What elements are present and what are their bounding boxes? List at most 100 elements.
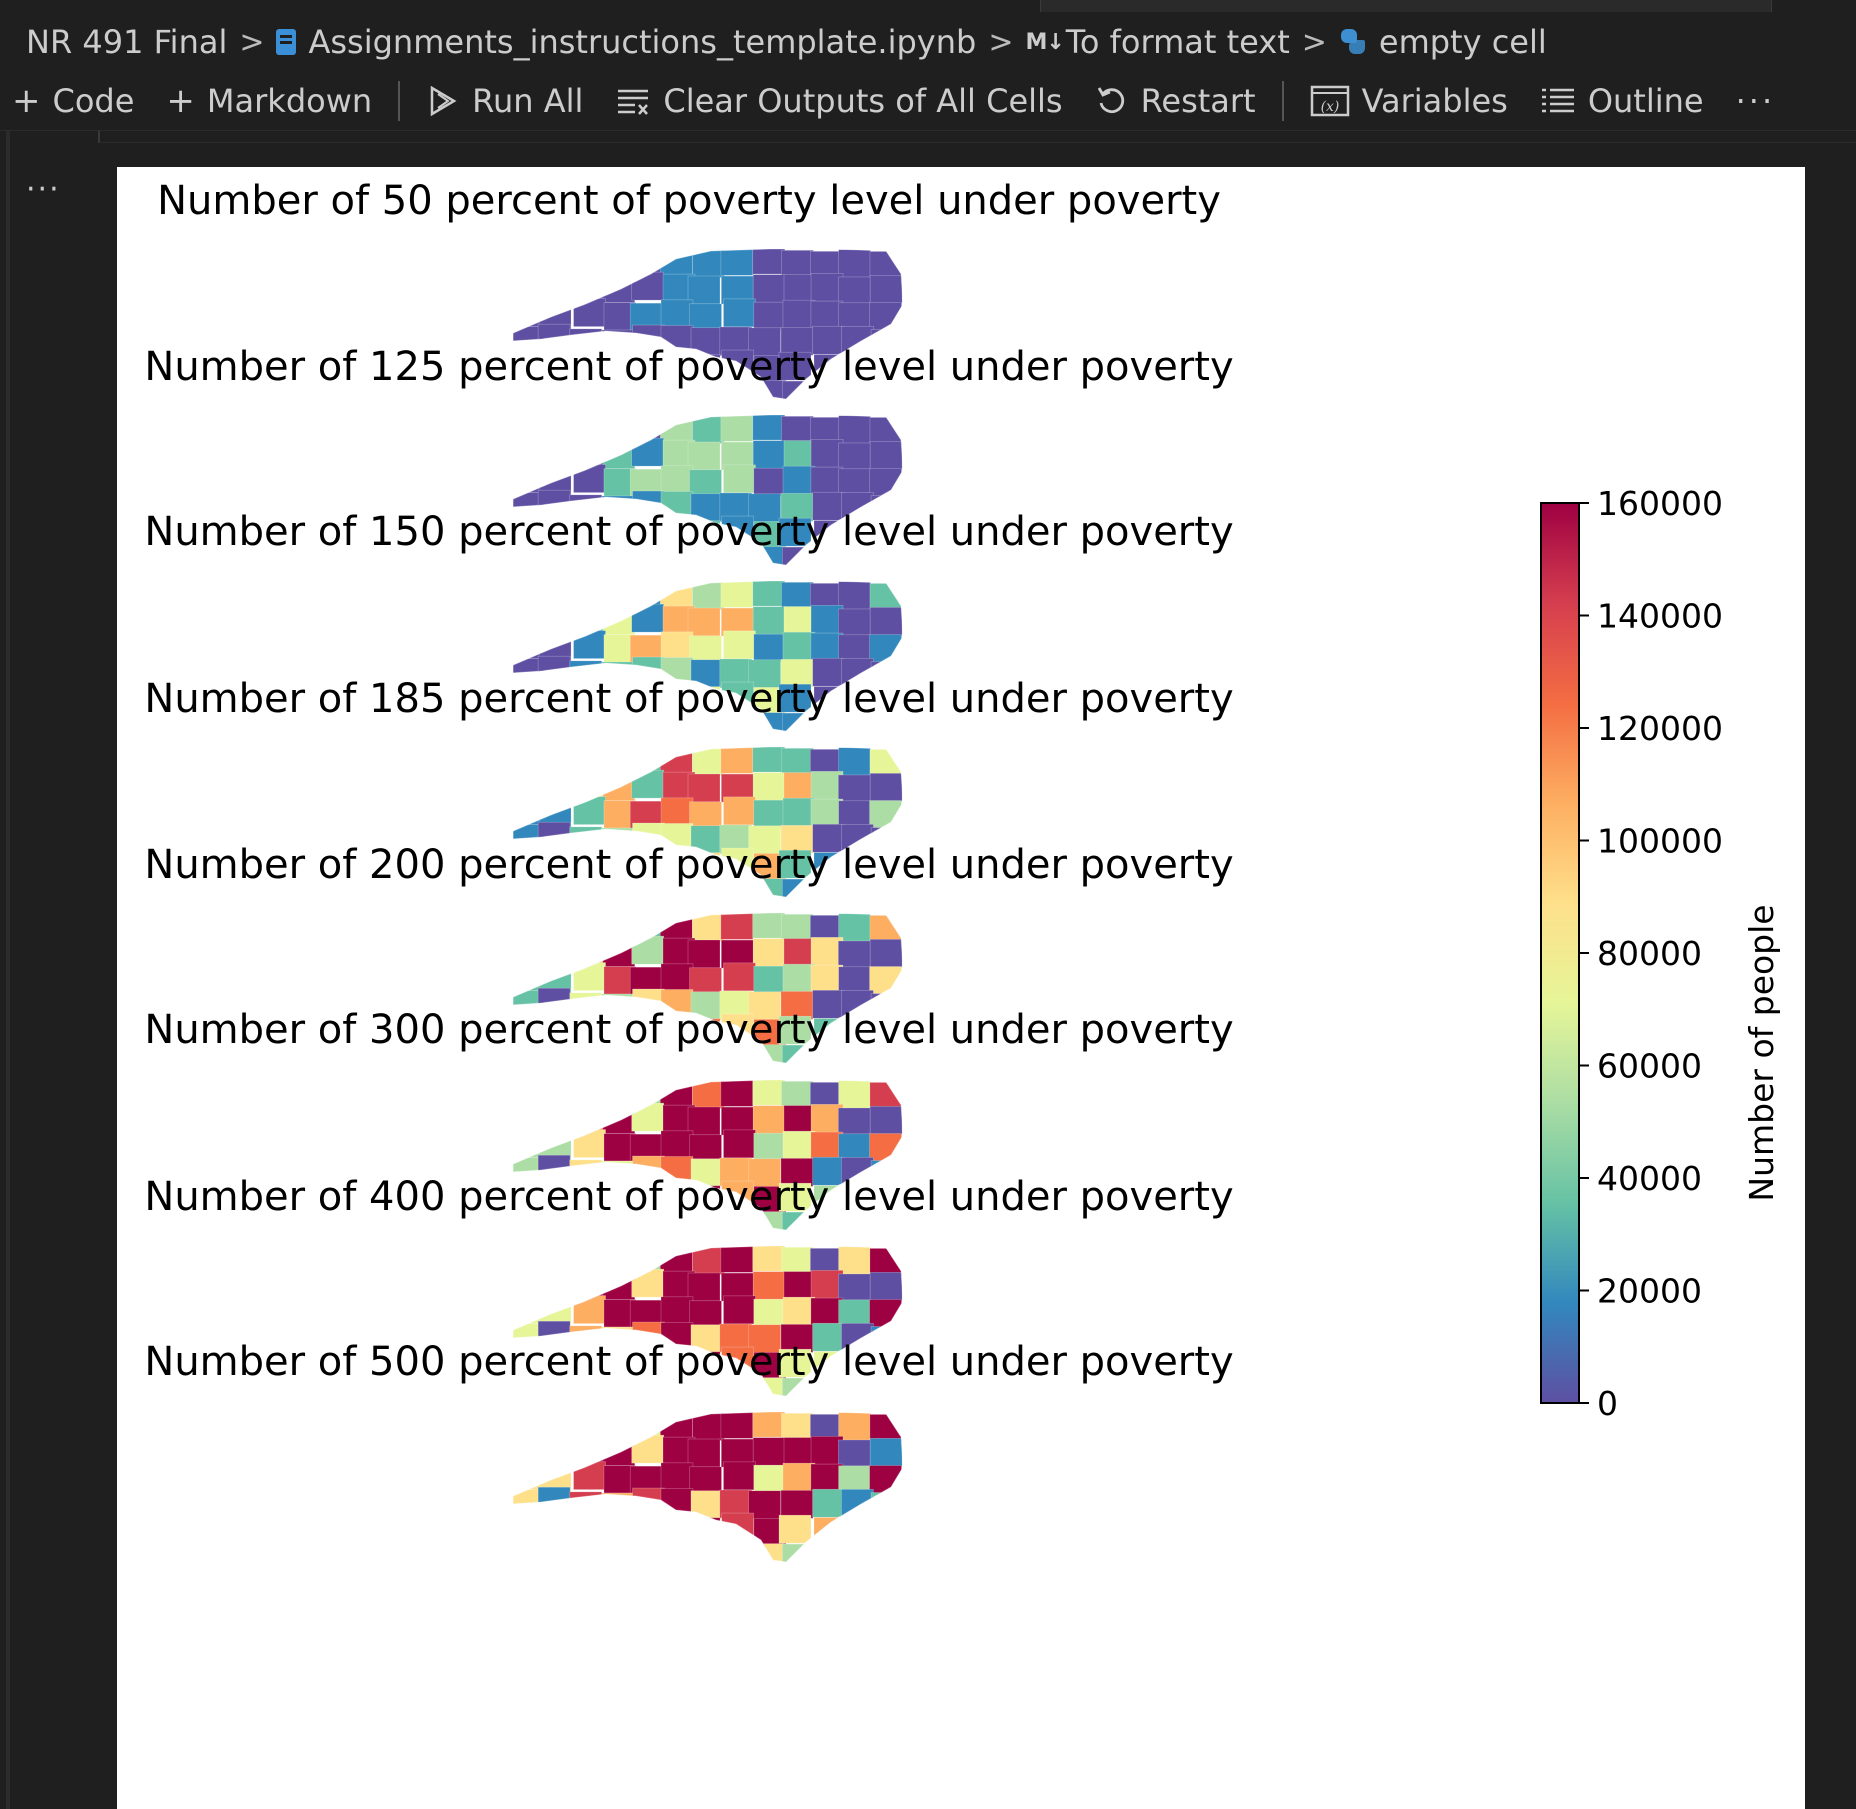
county-shape bbox=[690, 327, 724, 357]
county-shape bbox=[570, 249, 604, 278]
county-shape bbox=[810, 964, 844, 994]
map-title: Number of 125 percent of poverty level u… bbox=[144, 344, 1233, 390]
county-shape bbox=[723, 1129, 756, 1159]
county-shape bbox=[659, 581, 693, 607]
county-shape bbox=[752, 772, 786, 801]
county-shape bbox=[752, 747, 786, 773]
county-shape bbox=[631, 1434, 664, 1464]
county-shape bbox=[783, 606, 817, 635]
county-shape bbox=[748, 1158, 782, 1188]
county-shape bbox=[570, 913, 604, 942]
add-code-cell-button[interactable]: + Code bbox=[0, 72, 150, 130]
county-shape bbox=[873, 1514, 903, 1544]
breadcrumb-notebook[interactable]: Assignments_instructions_template.ipynb bbox=[276, 23, 976, 61]
county-shape bbox=[752, 1246, 786, 1272]
add-markdown-label: Markdown bbox=[206, 82, 373, 120]
county-shape bbox=[599, 581, 632, 611]
county-shape bbox=[810, 632, 844, 662]
county-shape bbox=[542, 1412, 576, 1440]
county-shape bbox=[570, 1080, 604, 1109]
county-shape bbox=[542, 747, 576, 775]
county-shape bbox=[687, 1272, 721, 1302]
county-shape bbox=[753, 1464, 787, 1494]
breadcrumb-section[interactable]: M↓ To format text bbox=[1025, 23, 1289, 61]
county-shape bbox=[720, 581, 754, 608]
county-shape bbox=[752, 249, 786, 275]
colorbar-tick-label: 100000 bbox=[1597, 822, 1723, 861]
county-shape bbox=[512, 1273, 545, 1303]
county-shape bbox=[721, 1512, 754, 1542]
county-shape bbox=[810, 300, 844, 330]
county-shape bbox=[572, 1541, 606, 1562]
county-shape bbox=[752, 1543, 785, 1562]
county-shape bbox=[753, 965, 787, 995]
county-shape bbox=[689, 967, 722, 997]
county-shape bbox=[539, 1435, 573, 1465]
county-shape bbox=[838, 1246, 871, 1275]
county-shape bbox=[782, 631, 816, 661]
county-shape bbox=[659, 1246, 693, 1272]
county-shape bbox=[512, 774, 545, 804]
county-shape bbox=[539, 272, 573, 302]
county-shape bbox=[752, 440, 786, 469]
cell-output-menu-button[interactable]: ··· bbox=[26, 172, 61, 207]
county-shape bbox=[752, 913, 786, 939]
county-shape bbox=[570, 1412, 604, 1441]
breadcrumb-notebook-label: Assignments_instructions_template.ipynb bbox=[308, 23, 977, 61]
variables-icon: (x) bbox=[1310, 84, 1350, 118]
state-outline bbox=[510, 1079, 904, 1231]
county-shape bbox=[660, 1488, 694, 1517]
breadcrumb-cell[interactable]: empty cell bbox=[1339, 23, 1547, 61]
county-shape bbox=[780, 1490, 814, 1519]
county-shape bbox=[752, 415, 786, 441]
run-all-button[interactable]: Run All bbox=[410, 72, 599, 130]
restart-button[interactable]: Restart bbox=[1079, 72, 1272, 130]
county-shape bbox=[511, 913, 543, 941]
clear-outputs-button[interactable]: Clear Outputs of All Cells bbox=[599, 72, 1078, 130]
outline-button[interactable]: Outline bbox=[1524, 72, 1720, 130]
outline-icon bbox=[1540, 84, 1576, 118]
county-shape bbox=[660, 797, 694, 827]
county-shape bbox=[869, 441, 903, 470]
state-outline bbox=[510, 580, 904, 732]
county-shape bbox=[599, 1412, 632, 1442]
county-shape bbox=[723, 1461, 756, 1491]
plus-icon: + bbox=[12, 81, 41, 121]
add-markdown-cell-button[interactable]: + Markdown bbox=[150, 72, 388, 130]
county-shape bbox=[599, 249, 632, 279]
cell-output-figure: Number of 50 percent of poverty level un… bbox=[117, 167, 1805, 1809]
toolbar-divider bbox=[398, 81, 401, 121]
county-shape bbox=[720, 913, 754, 940]
county-shape bbox=[602, 274, 636, 303]
county-shape bbox=[689, 1466, 722, 1496]
state-outline bbox=[510, 248, 904, 400]
colorbar-tick-label: 20000 bbox=[1597, 1272, 1702, 1311]
county-shape bbox=[512, 940, 545, 970]
restart-icon bbox=[1095, 84, 1129, 118]
county-shape bbox=[659, 249, 693, 275]
county-shape bbox=[720, 1246, 754, 1273]
figure-canvas: Number of 50 percent of poverty level un… bbox=[144, 178, 1781, 1563]
county-shape bbox=[838, 468, 871, 498]
county-shape bbox=[631, 769, 664, 799]
county-shape bbox=[810, 439, 844, 468]
county-shape bbox=[748, 327, 782, 357]
map-title: Number of 300 percent of poverty level u… bbox=[144, 1007, 1233, 1053]
county-shape bbox=[812, 1488, 845, 1518]
county-shape bbox=[838, 800, 871, 830]
breadcrumb-folder[interactable]: NR 491 Final bbox=[26, 23, 227, 61]
county-shape bbox=[783, 274, 817, 303]
more-actions-button[interactable]: ··· bbox=[1735, 82, 1776, 120]
county-shape bbox=[602, 1437, 636, 1466]
county-shape bbox=[537, 1486, 571, 1516]
county-shape bbox=[753, 1132, 787, 1162]
variables-button[interactable]: (x) Variables bbox=[1294, 72, 1524, 130]
county-shape bbox=[598, 1544, 632, 1562]
county-shape bbox=[810, 466, 844, 496]
plus-icon: + bbox=[166, 81, 195, 121]
county-shape bbox=[692, 1246, 725, 1275]
county-shape bbox=[657, 1517, 691, 1547]
county-shape bbox=[511, 249, 543, 277]
state-outline bbox=[510, 1411, 904, 1563]
county-shape bbox=[723, 298, 756, 328]
